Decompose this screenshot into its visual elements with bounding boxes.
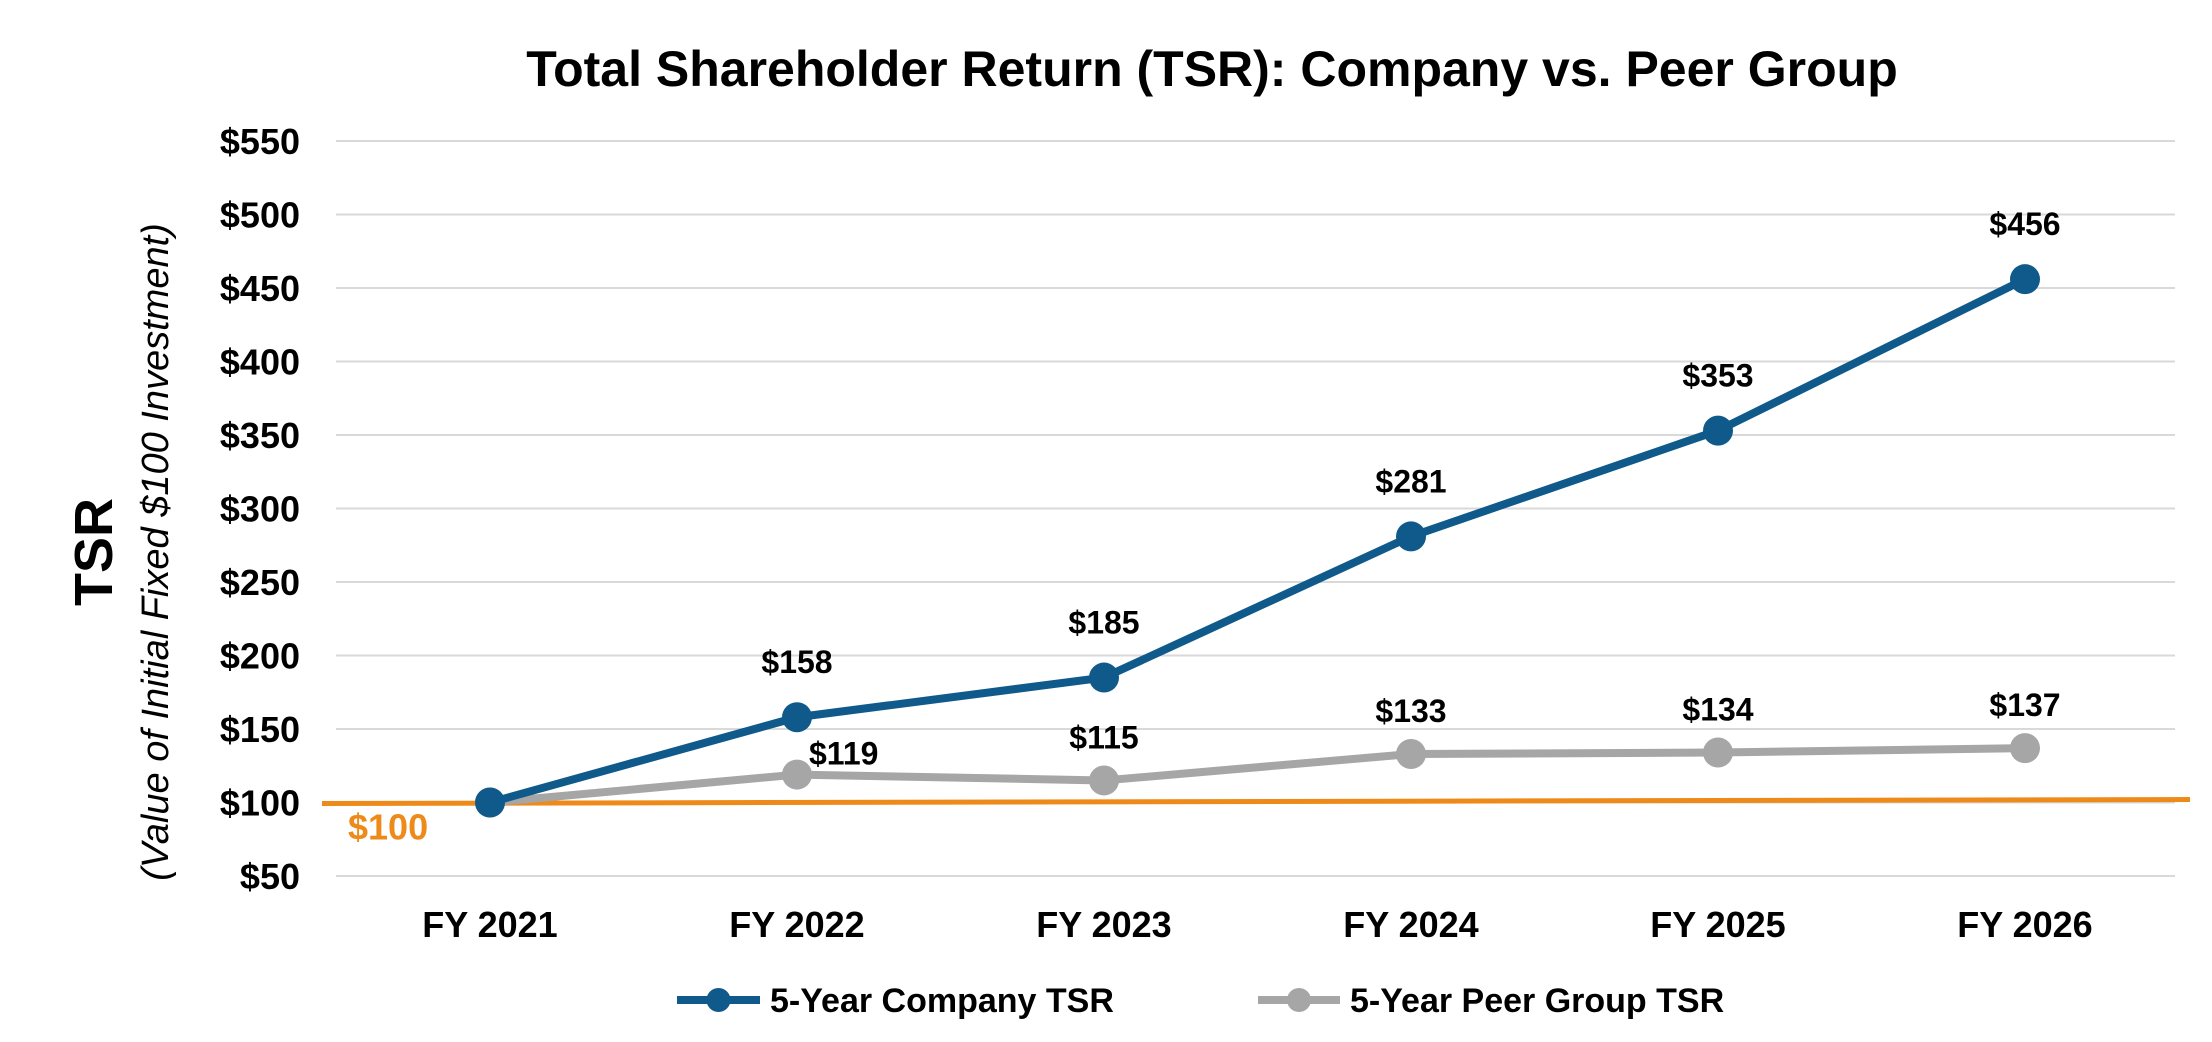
data-label: $185 bbox=[1068, 605, 1139, 641]
data-point bbox=[1703, 737, 1733, 768]
data-label: $158 bbox=[761, 644, 832, 680]
y-tick-label: $200 bbox=[220, 636, 300, 677]
data-point bbox=[2010, 264, 2040, 295]
y-axis-subtitle: (Value of Initial Fixed $100 Investment) bbox=[135, 223, 177, 881]
series-company bbox=[475, 264, 2040, 818]
data-point bbox=[475, 787, 505, 818]
y-tick-label: $350 bbox=[220, 415, 300, 456]
y-tick-label: $550 bbox=[220, 121, 300, 162]
legend-label: 5-Year Peer Group TSR bbox=[1350, 982, 1724, 1020]
data-label: $353 bbox=[1682, 358, 1753, 394]
series-group: $119 $115 $133 $134 $137 $158 $185 $281 $353 $456 bbox=[475, 206, 2061, 818]
x-tick-label: FY 2026 bbox=[1957, 904, 2092, 945]
data-point bbox=[1703, 415, 1733, 446]
legend-item: 5-Year Company TSR bbox=[677, 982, 1114, 1020]
data-point bbox=[1396, 738, 1426, 769]
data-point bbox=[1089, 662, 1119, 693]
y-tick-label: $250 bbox=[220, 562, 300, 603]
data-point bbox=[1089, 765, 1119, 796]
legend: 5-Year Company TSR 5-Year Peer Group TSR bbox=[677, 982, 1724, 1020]
data-label: $119 bbox=[809, 736, 878, 772]
y-tick-label: $50 bbox=[240, 856, 300, 897]
y-tick-label: $450 bbox=[220, 268, 300, 309]
y-tick-label: $500 bbox=[220, 195, 300, 236]
y-tick-label: $400 bbox=[220, 342, 300, 383]
x-tick-label: FY 2023 bbox=[1036, 904, 1171, 945]
data-point bbox=[1396, 521, 1426, 552]
series-line bbox=[488, 275, 2027, 807]
y-tick-label: $100 bbox=[220, 783, 300, 824]
reference-line bbox=[321, 797, 2191, 806]
x-axis-ticks: FY 2021 FY 2022 FY 2023 FY 2024 FY 2025 FY 20… bbox=[422, 904, 2092, 945]
x-tick-label: FY 2022 bbox=[729, 904, 864, 945]
legend-swatch-marker bbox=[706, 988, 731, 1012]
chart-title: Total Shareholder Return (TSR): Company … bbox=[526, 41, 1897, 97]
data-label: $115 bbox=[1069, 719, 1138, 755]
y-tick-label: $150 bbox=[220, 709, 300, 750]
data-label: $137 bbox=[1989, 687, 2060, 723]
data-point bbox=[782, 702, 812, 733]
y-axis-label: TSR (Value of Initial Fixed $100 Investm… bbox=[64, 223, 177, 881]
reference-line-label: $100 bbox=[348, 807, 428, 848]
series-line bbox=[489, 744, 2026, 807]
x-tick-label: FY 2024 bbox=[1343, 904, 1478, 945]
x-tick-label: FY 2021 bbox=[422, 904, 557, 945]
legend-label: 5-Year Company TSR bbox=[770, 982, 1114, 1020]
legend-item: 5-Year Peer Group TSR bbox=[1258, 982, 1724, 1020]
data-point bbox=[782, 759, 812, 790]
reference-line-group: $100 bbox=[321, 797, 2191, 848]
y-tick-label: $300 bbox=[220, 489, 300, 530]
data-label: $134 bbox=[1682, 692, 1753, 728]
data-label: $133 bbox=[1375, 693, 1446, 729]
data-label: $281 bbox=[1375, 463, 1446, 499]
data-label: $456 bbox=[1989, 206, 2060, 242]
legend-swatch-marker bbox=[1287, 988, 1311, 1012]
data-point bbox=[2010, 733, 2040, 764]
x-tick-label: FY 2025 bbox=[1650, 904, 1785, 945]
y-axis-ticks: $50 $100 $150 $200 $250 $300 $350 $400 $450 $500 $… bbox=[220, 121, 300, 897]
y-axis-title: TSR bbox=[64, 498, 124, 606]
